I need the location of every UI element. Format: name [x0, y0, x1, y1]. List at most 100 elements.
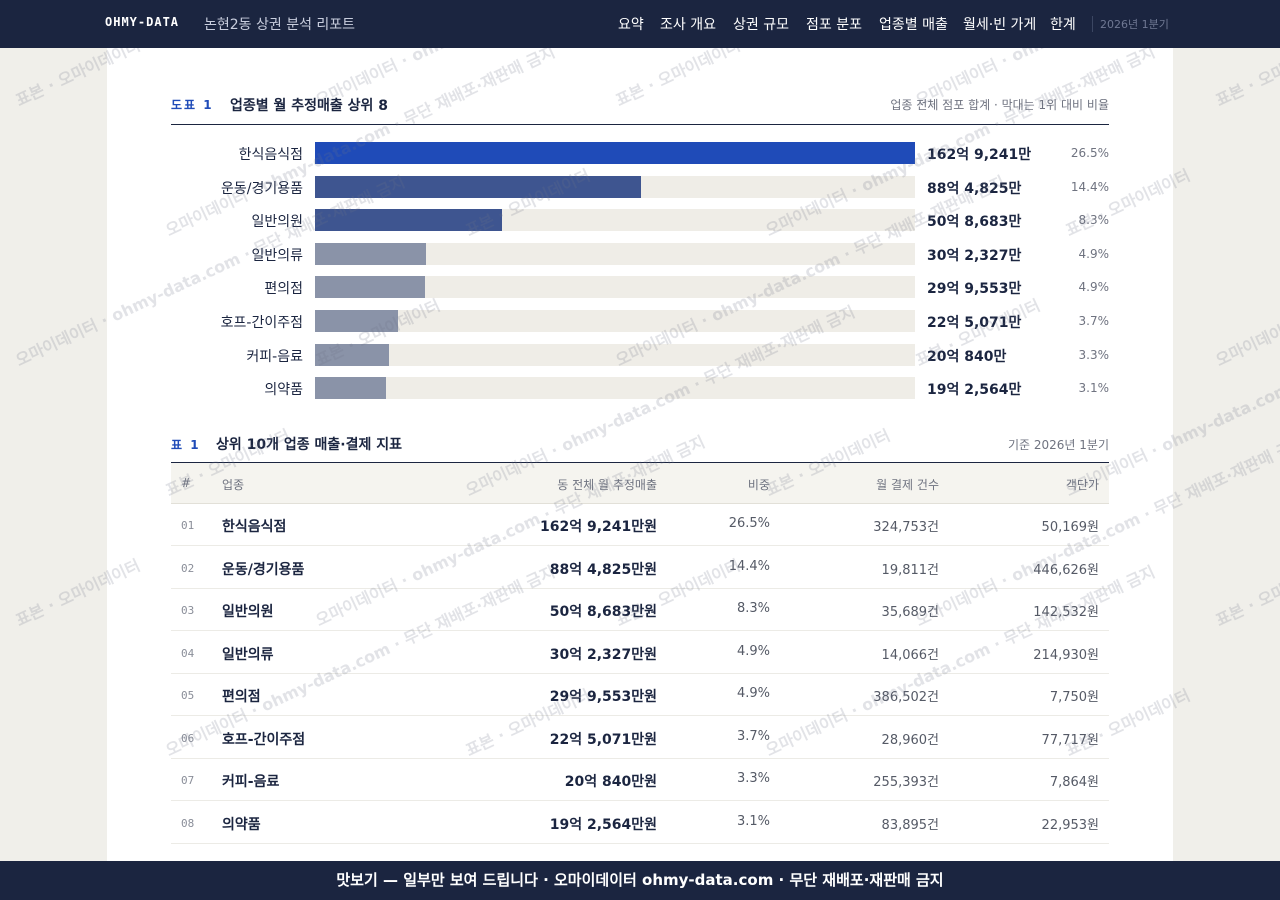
table-cell: 324,753건	[873, 520, 939, 535]
figure-rule	[171, 124, 1109, 125]
column-header: #	[181, 476, 192, 490]
table-cell: 22억 5,071만원	[549, 731, 657, 748]
bar	[315, 343, 389, 366]
table-cell: 88억 4,825만원	[549, 561, 657, 578]
table-title: 상위 10개 업종 매출·결제 지표	[216, 437, 402, 453]
table-cell: 22,953원	[1041, 817, 1099, 833]
category-label: 의약품	[264, 382, 303, 399]
table-row	[171, 801, 1109, 844]
nav-link[interactable]: 요약	[618, 17, 644, 33]
table-cell: 386,502건	[873, 690, 939, 705]
table-cell: 28,960건	[881, 732, 939, 748]
table-cell: 06	[181, 731, 195, 745]
share-label: 4.9%	[1078, 246, 1110, 261]
category-label: 한식음식점	[238, 147, 303, 163]
bar-track	[315, 276, 915, 299]
value-label: 29억 9,553만	[927, 281, 1022, 298]
table-cell: 07	[181, 774, 195, 787]
report-title: 논현2동 상권 분석 리포트	[204, 17, 356, 33]
share-label: 3.3%	[1078, 347, 1110, 362]
table-cell: 08	[181, 816, 195, 830]
bar	[315, 377, 386, 400]
table-cell: 77,717원	[1041, 732, 1099, 748]
table-cell: 14.4%	[728, 558, 770, 574]
table-cell: 255,393건	[873, 775, 939, 790]
table-cell: 커피-음료	[222, 774, 280, 790]
table-cell: 4.9%	[736, 686, 770, 701]
table-cell: 3.1%	[736, 813, 770, 829]
table-cell: 142,532원	[1033, 605, 1099, 620]
table-cell: 일반의류	[222, 646, 274, 663]
value-label: 20억 840만	[927, 348, 1007, 365]
share-label: 26.5%	[1070, 146, 1109, 160]
value-label: 50억 8,683만	[927, 214, 1022, 231]
value-label: 22억 5,071만	[927, 315, 1022, 331]
table-row	[171, 503, 1109, 546]
table-row	[171, 546, 1109, 589]
table-cell: 05	[181, 689, 195, 702]
category-label: 호프-간이주점	[220, 315, 303, 331]
nav-link[interactable]: 상권 규모	[733, 17, 789, 33]
value-label: 88억 4,825만	[927, 180, 1022, 197]
table-cell: 일반의원	[222, 604, 274, 620]
category-label: 운동/경기용품	[221, 180, 303, 197]
table-row	[171, 673, 1109, 716]
table-cell: 호프-간이주점	[222, 731, 306, 748]
figure-title: 업종별 월 추정매출 상위 8	[230, 98, 389, 114]
nav-link[interactable]: 조사 개요	[660, 17, 716, 33]
table-cell: 14,066건	[881, 647, 939, 663]
bar	[315, 142, 915, 164]
share-label: 3.1%	[1078, 381, 1110, 396]
table-cell: 한식음식점	[222, 519, 287, 535]
share-label: 14.4%	[1070, 179, 1109, 194]
bar-track	[315, 377, 915, 400]
table-cell: 7,864원	[1049, 775, 1099, 790]
table-rule	[171, 462, 1109, 463]
table-row	[171, 588, 1109, 631]
table-cell: 3.7%	[736, 728, 770, 744]
table-cell: 8.3%	[736, 601, 770, 616]
table-note: 기준 2026년 1분기	[1007, 438, 1109, 452]
watermark-text: 표본 · 오마이데이터	[1212, 48, 1280, 110]
table-cell: 29억 9,553만원	[549, 689, 657, 705]
category-label: 일반의원	[251, 214, 303, 231]
table-head	[171, 463, 1109, 504]
category-label: 편의점	[264, 281, 303, 298]
category-label: 커피-음료	[246, 348, 303, 365]
column-header: 업종	[222, 478, 245, 492]
table-cell: 19억 2,564만원	[549, 816, 657, 833]
bar	[315, 175, 641, 198]
nav-link[interactable]: 한계	[1050, 17, 1076, 33]
table-cell: 30억 2,327만원	[549, 646, 657, 663]
nav-link[interactable]: 업종별 매출	[879, 17, 948, 33]
table-cell: 03	[181, 604, 195, 617]
table-cell: 83,895건	[881, 817, 939, 833]
table-label: 표 1	[171, 438, 201, 452]
figure-label: 도표 1	[171, 98, 214, 112]
value-label: 30억 2,327만	[927, 247, 1022, 264]
table-cell: 01	[181, 519, 195, 532]
bar-track	[315, 242, 915, 265]
bar	[315, 276, 426, 299]
table-cell: 04	[181, 646, 195, 660]
logo[interactable]: OHMY-DATA	[105, 15, 180, 29]
table-cell: 214,930원	[1033, 647, 1099, 663]
top-bar: OHMY-DATA 논현2동 상권 분석 리포트 요약 조사 개요 상권 규모 점포 분포…	[0, 0, 1280, 48]
table-cell: 편의점	[222, 689, 261, 705]
figure-note: 업종 전체 점포 합계 · 막대는 1위 대비 비율	[890, 98, 1109, 112]
table-cell: 446,626원	[1033, 562, 1099, 578]
column-header: 월 결제 건수	[876, 478, 939, 492]
table-row	[171, 631, 1109, 674]
nav-link[interactable]: 월세·빈 가게	[963, 17, 1037, 33]
table-cell: 02	[181, 561, 195, 575]
nav-link[interactable]: 점포 분포	[806, 17, 862, 33]
bar	[315, 242, 427, 265]
table-cell: 26.5%	[728, 516, 770, 531]
share-label: 3.7%	[1078, 314, 1110, 328]
table-row	[171, 758, 1109, 801]
footer: 맛보기 — 일부만 보여 드립니다 · 오마이데이터 ohmy-data.com…	[0, 861, 1280, 900]
period: 2026년 1분기	[1100, 18, 1169, 31]
table-cell: 3.3%	[736, 771, 770, 786]
watermark-text: 오마이데이터 · ohmy-data.com · 무단 재배포·재판매 금지	[1212, 172, 1280, 370]
value-label: 19억 2,564만	[927, 382, 1022, 399]
